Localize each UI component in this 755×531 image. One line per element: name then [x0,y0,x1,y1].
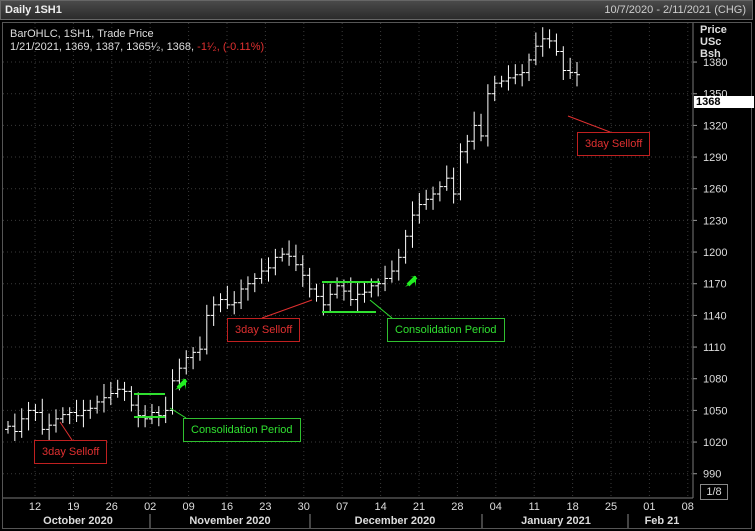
selloff-label-1: 3day Selloff [34,440,108,464]
y-tick-label: 1110 [703,342,726,354]
y-tick-label: 1050 [703,405,727,417]
date-range: 10/7/2020 - 2/11/2021 (CHG) [604,4,746,16]
y-tick-label: 1260 [703,184,727,196]
consolidation-label-1: Consolidation Period [183,418,301,442]
x-tick-label: 01 [643,501,655,513]
x-tick-label: 11 [528,501,539,513]
consolidation-label-2: Consolidation Period [387,318,505,342]
x-tick-label: 08 [682,501,694,513]
chart-area[interactable] [2,22,752,529]
x-tick-label: 14 [374,501,386,513]
y-tick-label: 990 [703,469,721,481]
y-tick-label: 1230 [703,215,727,227]
axis-header-price: Price [700,24,727,36]
month-label: Feb 21 [645,515,680,527]
x-tick-label: 09 [182,501,194,513]
selloff-connector-3 [567,115,611,133]
y-tick-label: 1020 [703,437,727,449]
y-tick-label: 1320 [703,120,727,132]
x-tick-label: 07 [336,501,348,513]
x-tick-label: 23 [259,501,271,513]
axis-header-unit: USc [700,36,722,48]
selloff-label-3: 3day Selloff [577,132,651,156]
x-tick-label: 02 [144,501,156,513]
x-tick-label: 25 [605,501,617,513]
selloff-connector-2 [261,299,313,319]
y-tick-label: 1080 [703,374,727,386]
series-label: BarOHLC, 1SH1, Trade Price [10,28,154,40]
y-tick-label: 1290 [703,152,727,164]
last-bar-readout: 1/21/2021, 1369, 1387, 1365¹⁄₂, 1368, -1… [10,41,264,53]
breakout-arrow-shaft-2 [406,275,418,287]
fraction-toggle-button[interactable]: 1/8 [700,484,728,500]
consolidation-connector-2 [369,299,393,319]
month-label: January 2021 [521,515,591,527]
last-bar-change: -1¹⁄₂, (-0.11%) [194,41,265,53]
x-tick-label: 30 [298,501,310,513]
y-tick-label: 1140 [703,310,727,322]
y-tick-label: 1200 [703,247,727,259]
y-tick-label: 1380 [703,57,727,69]
last-bar-values: 1/21/2021, 1369, 1387, 1365¹⁄₂, 1368, [10,41,195,53]
month-label: October 2020 [43,515,113,527]
consolidation-connector-1 [169,407,187,419]
price-axis-header: Price USc Bsh [700,24,727,60]
window-title: Daily 1SH1 [5,4,62,16]
y-tick-label: 1170 [703,279,727,291]
x-tick-label: 21 [413,501,425,513]
month-label: November 2020 [189,515,270,527]
x-tick-label: 28 [451,501,463,513]
x-tick-label: 18 [566,501,578,513]
x-tick-label: 04 [490,501,502,513]
last-price-tag: 1368 [694,96,754,108]
x-tick-label: 12 [29,501,41,513]
selloff-label-2: 3day Selloff [227,318,301,342]
x-tick-label: 26 [106,501,118,513]
window-titlebar: Daily 1SH1 10/7/2020 - 2/11/2021 (CHG) [0,0,753,20]
breakout-arrow-shaft-1 [176,378,188,390]
month-label: December 2020 [355,515,436,527]
x-tick-label: 16 [221,501,233,513]
axis-header-bsh: Bsh [700,48,721,60]
x-tick-label: 19 [67,501,79,513]
selloff-connector-1 [59,421,73,441]
